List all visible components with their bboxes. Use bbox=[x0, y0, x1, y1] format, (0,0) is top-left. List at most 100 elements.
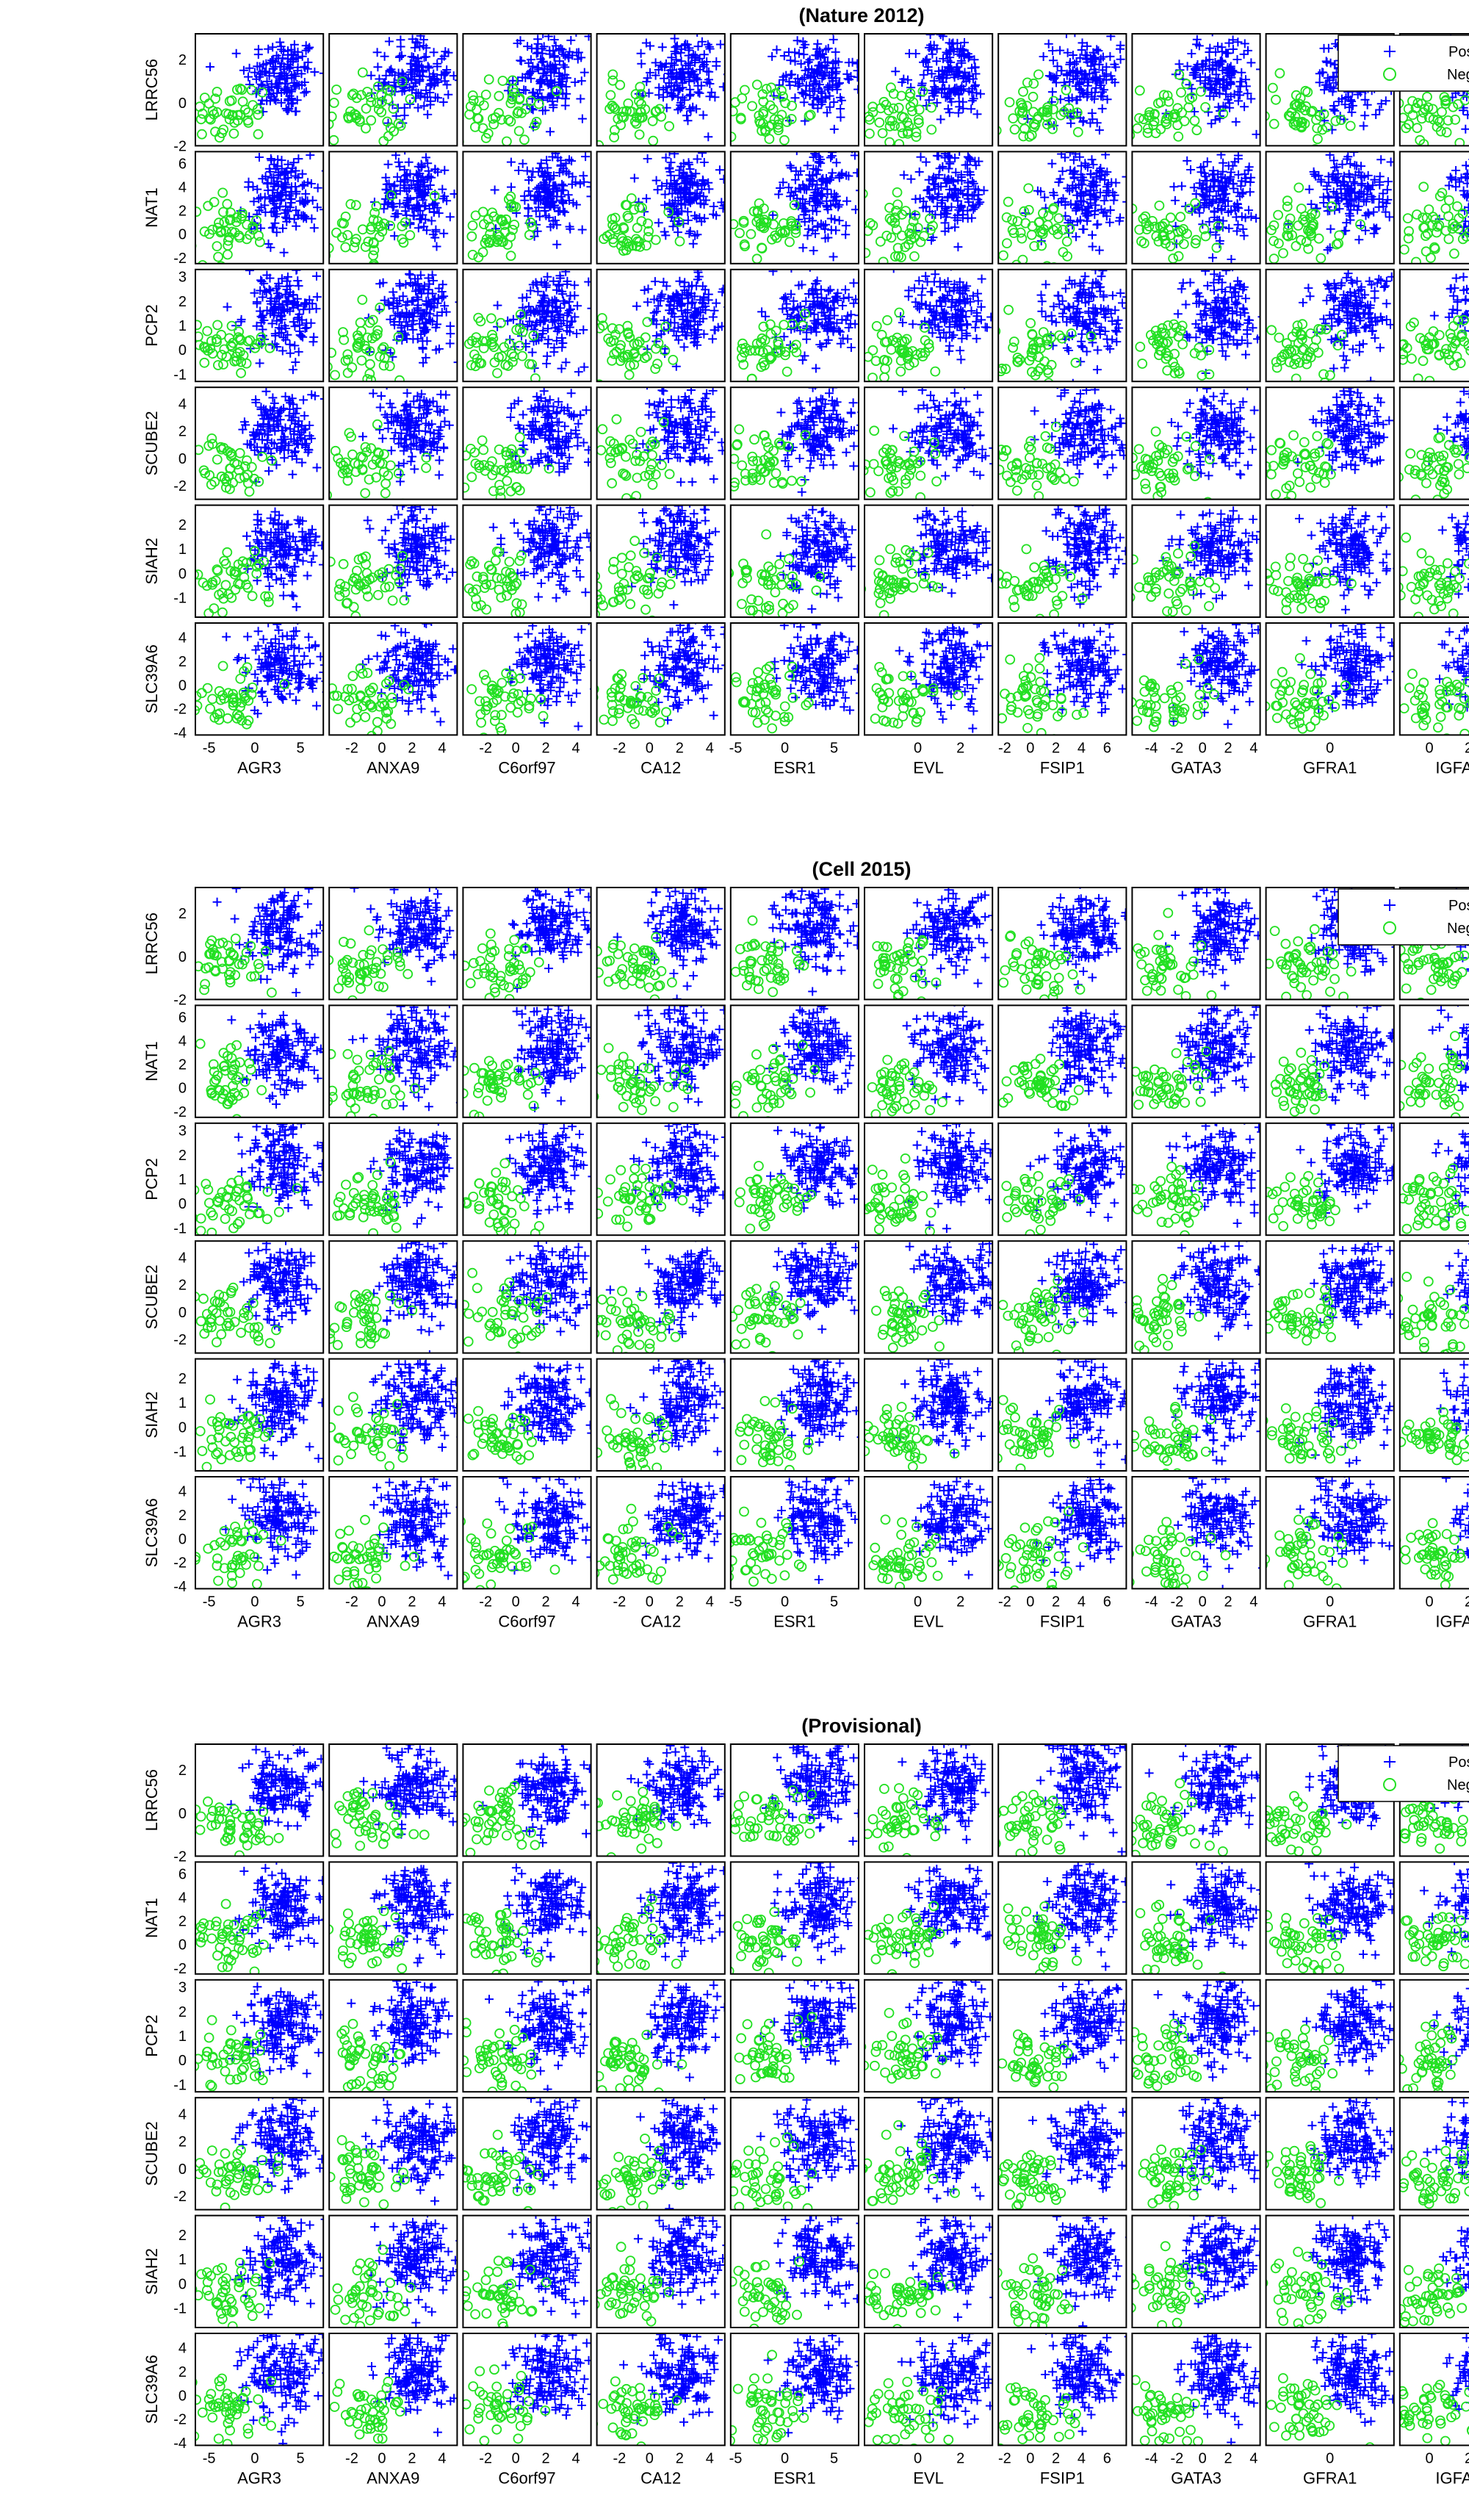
negative-marker bbox=[344, 1210, 355, 1221]
negative-marker bbox=[360, 242, 371, 252]
negative-marker bbox=[329, 1328, 336, 1339]
negative-marker bbox=[1147, 969, 1158, 979]
positive-markers bbox=[629, 1123, 725, 1217]
negative-marker bbox=[1142, 127, 1153, 138]
negative-marker bbox=[492, 367, 502, 378]
negative-marker bbox=[377, 567, 388, 577]
negative-marker bbox=[660, 345, 671, 356]
negative-marker bbox=[1332, 340, 1343, 351]
negative-marker bbox=[621, 200, 632, 211]
negative-marker bbox=[223, 240, 234, 251]
negative-marker bbox=[1019, 1079, 1030, 1090]
negative-marker bbox=[506, 670, 517, 681]
negative-marker bbox=[607, 564, 618, 575]
negative-marker bbox=[222, 198, 233, 209]
negative-marker bbox=[906, 696, 917, 708]
negative-marker bbox=[264, 1338, 275, 1349]
negative-marker bbox=[340, 242, 351, 253]
negative-marker bbox=[779, 226, 790, 236]
negative-marker bbox=[212, 336, 223, 348]
negative-marker bbox=[751, 79, 762, 90]
x-tick-label: 0 bbox=[1326, 740, 1334, 756]
negative-marker bbox=[1133, 444, 1144, 455]
negative-marker bbox=[1296, 334, 1307, 345]
negative-marker bbox=[1420, 1199, 1431, 1209]
negative-marker bbox=[630, 1084, 640, 1095]
negative-marker bbox=[496, 114, 507, 125]
negative-marker bbox=[184, 972, 192, 981]
cell-frame bbox=[729, 33, 859, 147]
cell-frame bbox=[997, 504, 1127, 618]
negative-marker bbox=[1307, 1219, 1317, 1230]
negative-marker bbox=[1121, 1323, 1130, 1332]
cell-frame bbox=[195, 151, 325, 264]
scatter-cell-NAT1-CA12 bbox=[596, 151, 726, 264]
negative-marker bbox=[648, 615, 656, 617]
scatter-cell-SCUBE2-ANXA9 bbox=[328, 386, 458, 500]
negative-marker bbox=[904, 360, 914, 371]
negative-marker bbox=[781, 1300, 792, 1311]
negative-marker bbox=[663, 1081, 674, 1092]
x-tick-label: 2 bbox=[408, 740, 416, 756]
negative-marker bbox=[497, 677, 508, 688]
negative-marker bbox=[340, 356, 351, 366]
scatter-cell-SCUBE2-GFRA1 bbox=[1265, 1240, 1395, 1354]
negative-marker bbox=[1307, 1090, 1318, 1101]
negative-marker bbox=[754, 1161, 764, 1171]
y-tick-label: 2 bbox=[178, 517, 187, 533]
negative-marker bbox=[1002, 470, 1012, 481]
negative-marker bbox=[762, 1209, 773, 1220]
negative-marker bbox=[616, 679, 627, 690]
negative-marker bbox=[879, 1187, 890, 1198]
negative-marker bbox=[755, 1197, 766, 1207]
negative-marker bbox=[650, 1096, 660, 1106]
negative-marker bbox=[1005, 654, 1016, 665]
negative-marker bbox=[745, 345, 756, 356]
negative-marker bbox=[1314, 1068, 1325, 1079]
negative-marker bbox=[894, 955, 904, 966]
negative-marker bbox=[622, 210, 633, 221]
negative-marker bbox=[911, 132, 922, 143]
negative-marker bbox=[1313, 555, 1323, 566]
negative-marker bbox=[1065, 572, 1076, 582]
negative-marker bbox=[219, 344, 230, 355]
negative-marker bbox=[205, 939, 216, 949]
negative-marker bbox=[803, 697, 814, 708]
negative-marker bbox=[334, 1210, 345, 1220]
negative-marker bbox=[596, 1328, 600, 1339]
cell-frame bbox=[997, 268, 1127, 383]
negative-marker bbox=[740, 475, 751, 486]
negative-marker bbox=[1000, 965, 1011, 976]
negative-marker bbox=[1323, 439, 1334, 450]
cell-points bbox=[1266, 151, 1394, 264]
negative-marker bbox=[528, 1101, 539, 1111]
negative-marker bbox=[1388, 227, 1397, 236]
negative-marker bbox=[1132, 1184, 1139, 1195]
cell-frame bbox=[1398, 151, 1469, 264]
negative-marker bbox=[1168, 716, 1179, 727]
cell-points bbox=[195, 1009, 324, 1117]
negative-marker bbox=[248, 221, 259, 232]
negative-marker bbox=[1138, 238, 1149, 248]
negative-marker bbox=[778, 1078, 788, 1088]
negative-marker bbox=[765, 328, 776, 339]
negative-marker bbox=[1313, 678, 1324, 689]
negative-marker bbox=[759, 1200, 769, 1211]
negative-marker bbox=[928, 686, 939, 697]
negative-marker bbox=[483, 74, 494, 84]
cell-points bbox=[998, 888, 1127, 1000]
negative-marker bbox=[1282, 1074, 1293, 1085]
negative-marker bbox=[361, 103, 372, 114]
cell-points bbox=[463, 387, 591, 500]
negative-marker bbox=[1445, 1308, 1457, 1319]
negative-marker bbox=[637, 1105, 647, 1115]
negative-marker bbox=[656, 966, 667, 976]
scatter-cell-SIAH2-IGFALS bbox=[1398, 504, 1469, 618]
negative-marker bbox=[329, 556, 336, 567]
negative-marker bbox=[771, 345, 782, 356]
negative-marker bbox=[1169, 319, 1180, 330]
negative-marker bbox=[1289, 1106, 1300, 1117]
negative-marker bbox=[501, 214, 511, 225]
cell-frame bbox=[195, 1240, 325, 1354]
negative-marker bbox=[663, 1181, 674, 1192]
